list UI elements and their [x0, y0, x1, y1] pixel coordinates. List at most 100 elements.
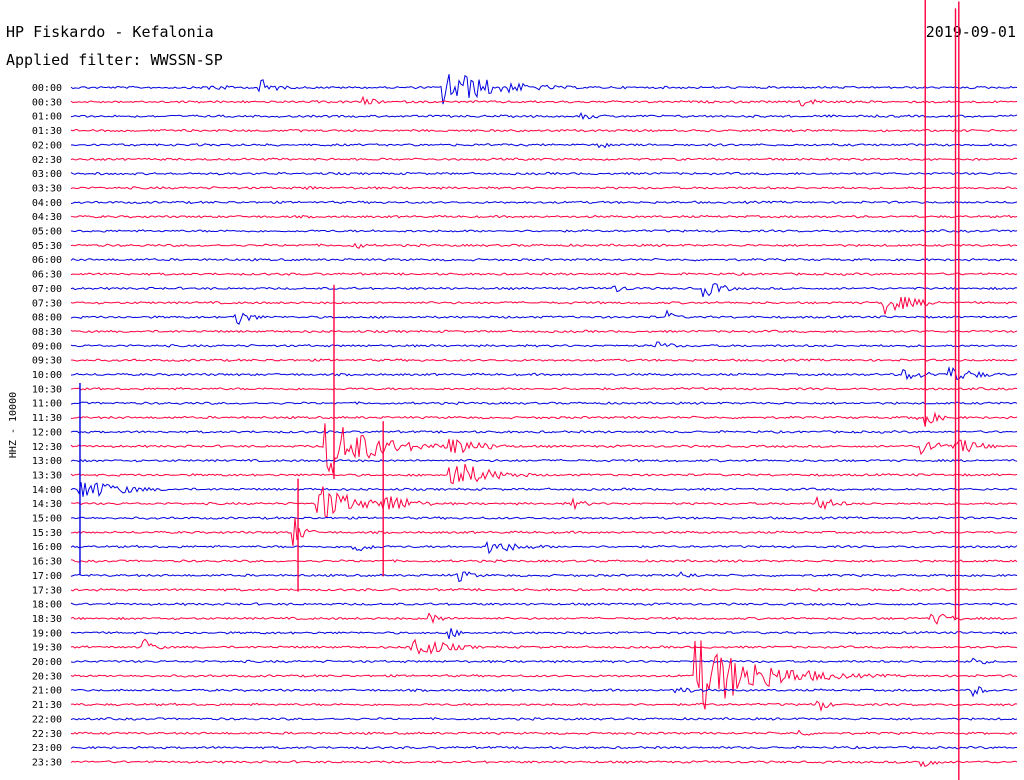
trace-2030 [70, 640, 1018, 710]
row-label: 15:30 [32, 528, 62, 539]
spikes [79, 0, 960, 780]
row-label: 09:00 [32, 341, 62, 352]
traces [70, 74, 1018, 768]
row-label: 22:00 [32, 714, 62, 725]
trace-1600 [70, 540, 1018, 555]
trace-0530 [70, 242, 1018, 249]
trace-0730 [70, 296, 1018, 315]
row-label: 12:00 [32, 427, 62, 438]
trace-0000 [70, 74, 1018, 105]
row-label: 04:30 [32, 212, 62, 223]
trace-1400 [70, 482, 1018, 497]
trace-0930 [70, 358, 1018, 363]
row-label: 20:30 [32, 671, 62, 682]
trace-0900 [70, 341, 1018, 348]
row-label: 15:00 [32, 514, 62, 525]
row-label: 08:30 [32, 327, 62, 338]
trace-1530 [70, 517, 1018, 546]
filter-label: Applied filter: WWSSN-SP [6, 51, 223, 69]
trace-1730 [70, 587, 1018, 592]
date-label: 2019-09-01 [926, 23, 1016, 41]
trace-2330 [70, 760, 1018, 768]
y-axis-label: HHZ - 10000 [8, 392, 19, 458]
row-label: 21:00 [32, 686, 62, 697]
row-labels: 00:00 00:30 01:00 01:30 02:00 02:30 03:00 03:30… [32, 83, 62, 768]
trace-1800 [70, 602, 1018, 606]
row-label: 19:00 [32, 628, 62, 639]
trace-0500 [70, 229, 1018, 233]
row-label: 07:30 [32, 298, 62, 309]
row-label: 01:30 [32, 126, 62, 137]
row-label: 17:00 [32, 571, 62, 582]
row-label: 10:30 [32, 384, 62, 395]
trace-0230 [70, 157, 1018, 162]
trace-1230 [70, 423, 1018, 474]
row-label: 04:00 [32, 198, 62, 209]
trace-2200 [70, 717, 1018, 721]
row-label: 07:00 [32, 284, 62, 295]
trace-1200 [70, 429, 1018, 434]
trace-1930 [70, 638, 1018, 655]
trace-0700 [70, 282, 1018, 298]
row-label: 11:00 [32, 399, 62, 410]
row-label: 16:30 [32, 557, 62, 568]
row-label: 22:30 [32, 729, 62, 740]
row-label: 20:00 [32, 657, 62, 668]
row-label: 18:30 [32, 614, 62, 625]
row-label: 06:30 [32, 270, 62, 281]
trace-2100 [70, 685, 1018, 698]
chart-title: HP Fiskardo - Kefalonia [6, 23, 214, 41]
row-label: 05:00 [32, 227, 62, 238]
row-label: 01:00 [32, 112, 62, 123]
row-label: 02:00 [32, 140, 62, 151]
trace-1830 [70, 612, 1018, 625]
row-label: 02:30 [32, 155, 62, 166]
trace-1900 [70, 628, 1018, 640]
row-label: 00:30 [32, 97, 62, 108]
row-label: 13:00 [32, 456, 62, 467]
trace-0430 [70, 214, 1018, 219]
trace-1300 [70, 458, 1018, 463]
row-label: 18:00 [32, 600, 62, 611]
row-label: 21:30 [32, 700, 62, 711]
trace-1130 [70, 411, 1018, 426]
trace-0200 [70, 142, 1018, 149]
trace-0330 [70, 185, 1018, 191]
trace-1000 [70, 365, 1018, 381]
trace-0100 [70, 111, 1018, 121]
trace-1330 [70, 463, 1018, 485]
row-label: 16:00 [32, 542, 62, 553]
trace-0300 [70, 171, 1018, 176]
row-label: 17:30 [32, 585, 62, 596]
trace-2130 [70, 700, 1018, 713]
trace-1030 [70, 386, 1018, 391]
trace-0030 [70, 95, 1018, 107]
row-label: 23:30 [32, 757, 62, 768]
row-label: 08:00 [32, 313, 62, 324]
row-label: 10:00 [32, 370, 62, 381]
row-label: 14:00 [32, 485, 62, 496]
row-label: 00:00 [32, 83, 62, 94]
trace-1700 [70, 571, 1018, 583]
row-label: 03:30 [32, 183, 62, 194]
trace-1630 [70, 559, 1018, 563]
trace-0600 [70, 257, 1018, 262]
trace-2300 [70, 745, 1017, 750]
trace-1430 [70, 486, 1018, 519]
row-label: 12:30 [32, 442, 62, 453]
trace-2230 [70, 729, 1018, 736]
trace-0130 [70, 128, 1018, 133]
row-label: 06:00 [32, 255, 62, 266]
row-label: 11:30 [32, 413, 62, 424]
trace-1100 [70, 401, 1018, 406]
trace-0800 [70, 309, 1018, 325]
row-label: 09:30 [32, 356, 62, 367]
trace-0630 [70, 272, 1018, 276]
trace-2000 [70, 657, 1018, 665]
trace-1500 [70, 516, 1017, 520]
row-label: 19:30 [32, 643, 62, 654]
trace-0830 [70, 329, 1018, 334]
row-label: 13:30 [32, 470, 62, 481]
trace-0400 [70, 200, 1018, 205]
